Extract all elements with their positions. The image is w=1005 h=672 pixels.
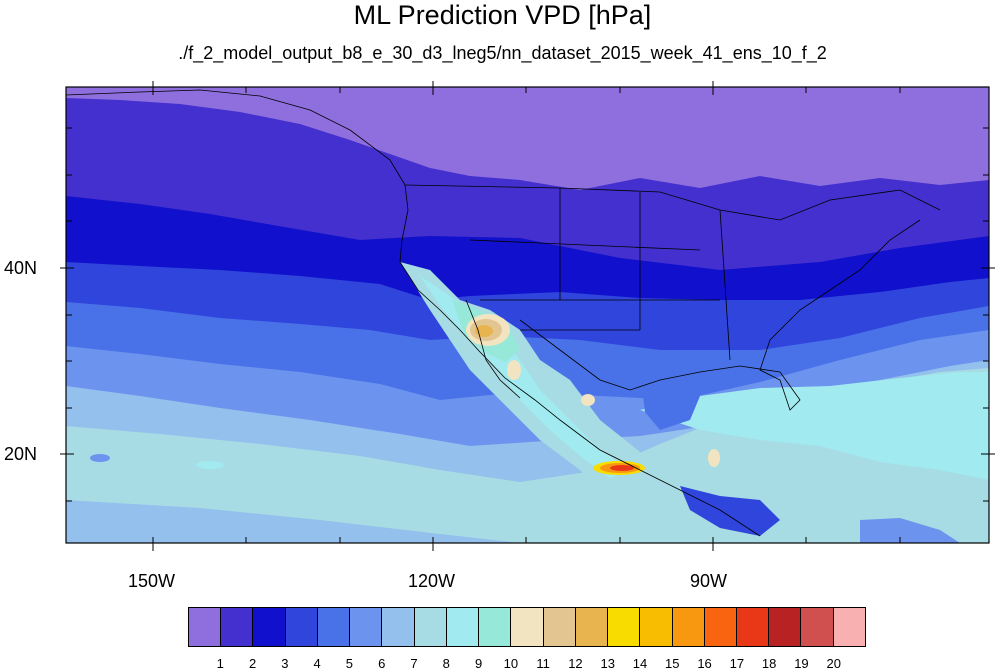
legend-label: 15 <box>665 656 680 671</box>
legend-label: 9 <box>474 656 483 671</box>
legend-labels: 1 2 3 4 5 6 7 8 9 10 11 12 13 14 15 16 17 18 19 20 <box>188 656 866 672</box>
lat-label-20n: 20N <box>4 444 38 464</box>
legend-label: 7 <box>410 656 418 671</box>
legend-swatch <box>703 607 736 647</box>
vpd-map <box>60 81 995 551</box>
legend-label: 13 <box>600 656 615 671</box>
legend-label: 2 <box>248 656 257 671</box>
legend-swatch <box>832 607 866 647</box>
legend-label: 17 <box>729 656 745 671</box>
lat-label-40n: 40N <box>4 258 38 278</box>
legend-swatch <box>349 607 382 647</box>
legend-label: 8 <box>442 656 450 671</box>
legend-label: 14 <box>632 656 648 671</box>
lon-label-150w: 150W <box>128 571 176 591</box>
legend-swatch <box>735 607 769 647</box>
coastlines <box>65 89 941 537</box>
legend-label: 3 <box>281 656 289 671</box>
legend-swatch <box>574 607 608 647</box>
legend-label: 5 <box>345 656 354 671</box>
vpd-field <box>66 87 989 543</box>
legend-swatch <box>284 607 317 647</box>
legend-label: 20 <box>826 656 841 671</box>
legend-label: 1 <box>216 656 224 671</box>
legend-label: 16 <box>697 656 712 671</box>
legend-swatch <box>478 607 511 647</box>
chart-title: ML Prediction VPD [hPa] <box>353 0 652 30</box>
legend-label: 6 <box>378 656 386 671</box>
legend-swatch <box>607 607 640 647</box>
lon-label-90w: 90W <box>690 571 728 591</box>
legend-label: 4 <box>313 656 321 671</box>
legend-label: 19 <box>794 656 809 671</box>
lon-label-120w: 120W <box>408 571 456 591</box>
axis-ticks <box>60 81 995 551</box>
legend-swatch <box>381 607 414 647</box>
chart-subtitle: ./f_2_model_output_b8_e_30_d3_lneg5/nn_d… <box>178 43 827 63</box>
legend-swatch <box>671 607 704 647</box>
legend-swatch <box>220 607 253 647</box>
legend-label: 18 <box>761 656 777 671</box>
legend-swatch <box>510 607 543 647</box>
legend-swatch <box>413 607 446 647</box>
legend-swatch <box>252 607 285 647</box>
legend-label: 10 <box>503 656 519 671</box>
legend-swatch <box>445 607 479 647</box>
legend-label: 12 <box>568 656 583 671</box>
legend-swatch <box>768 607 801 647</box>
legend-label: 11 <box>536 656 550 671</box>
legend-swatch <box>639 607 672 647</box>
legend-swatch <box>800 607 833 647</box>
legend-swatch <box>542 607 575 647</box>
legend-color-bar <box>188 607 866 647</box>
legend-swatch <box>188 607 221 647</box>
legend-swatch <box>316 607 350 647</box>
